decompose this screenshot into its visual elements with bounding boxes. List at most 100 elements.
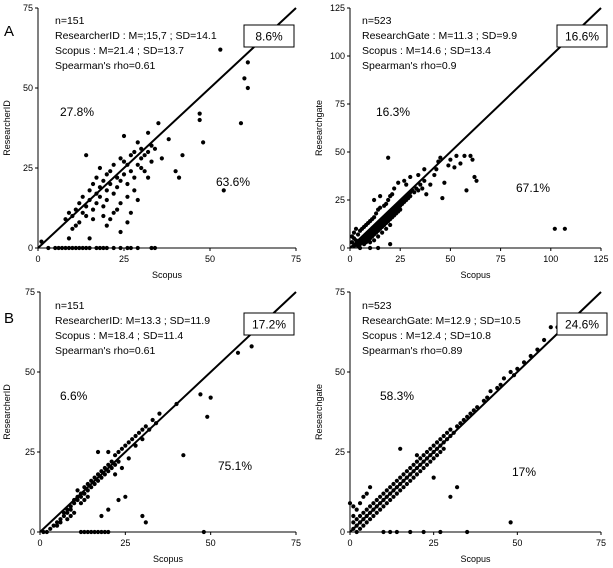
lower-region-percent: 75.1% [218,459,252,473]
x-tick-label: 75 [496,254,506,264]
data-point [401,485,406,490]
regression-line [37,7,297,249]
data-point [118,229,123,235]
y-axis-label: Researchgate [314,100,324,156]
data-point [119,465,125,471]
lower-region-percent: 63.6% [216,175,250,189]
data-point [108,169,113,174]
x-tick-label: 0 [347,254,352,264]
x-axis-label: Scopus [153,554,184,564]
data-point [115,207,120,212]
stat-line: Spearman's rho=0.61 [55,60,156,72]
data-point [106,507,111,512]
data-point [58,520,63,525]
data-point [442,180,447,185]
data-point [66,236,72,241]
data-point [126,456,131,461]
data-point [381,504,386,509]
data-point [384,201,389,206]
data-point [374,211,379,216]
data-point [418,456,423,461]
data-point [84,153,89,158]
data-point [143,520,148,525]
data-point [106,449,111,455]
data-point [378,507,383,512]
data-point [149,159,154,164]
data-point [128,210,133,215]
data-point [367,485,373,490]
data-point [242,76,247,81]
data-point [65,517,70,522]
data-point [438,437,443,442]
data-point [143,424,148,429]
data-point [408,465,413,471]
y-tick-label: 50 [25,367,35,377]
data-point [394,529,399,535]
data-point [97,194,103,199]
y-tick-label: 25 [335,195,345,205]
data-point [384,488,389,493]
data-point [412,190,417,195]
data-point [133,433,138,439]
data-point [422,167,427,172]
data-point [102,529,107,535]
boxed-percent-frame [556,312,608,336]
panel-letter-a: A [4,23,14,40]
data-point [361,510,366,515]
data-point [94,175,99,180]
data-point [416,172,421,178]
data-point [371,238,377,243]
data-point [562,226,567,231]
data-point [150,417,155,423]
data-point [474,178,479,183]
data-point [404,469,409,474]
data-point [156,121,161,126]
data-point [371,501,376,506]
data-point [54,523,60,528]
data-point [123,443,128,448]
data-point [97,245,103,251]
data-point [61,513,66,519]
data-point [118,245,123,251]
data-point [140,513,145,519]
data-point [90,181,96,187]
data-point [401,472,406,477]
data-point [424,449,430,455]
data-point [414,453,420,458]
data-point [78,501,84,506]
data-point [48,526,53,531]
x-tick-label: 25 [119,254,129,264]
data-point [391,481,396,487]
data-point [351,504,356,509]
data-point [398,207,403,212]
data-point [176,175,182,180]
data-point [454,153,459,158]
data-point [205,414,210,419]
x-tick-label: 100 [543,254,558,264]
boxed-percent-label: 16.6% [565,30,599,44]
data-point [462,153,467,158]
data-point [357,526,363,531]
data-point [376,234,381,239]
data-point [438,155,443,160]
data-point [108,217,113,222]
data-point [367,240,373,245]
data-point [440,195,445,201]
data-point [132,175,137,180]
data-point [95,449,101,455]
data-point [142,153,147,158]
data-point [424,462,430,467]
data-point [54,520,60,525]
data-point [121,133,127,139]
boxed-percent-label: 24.6% [565,318,599,332]
data-point [59,245,65,251]
data-point [84,213,89,219]
upper-region-percent: 27.8% [60,105,94,119]
data-point [135,162,140,167]
data-point [121,159,127,164]
data-point [411,475,416,480]
data-point [371,197,377,203]
x-tick-label: 0 [347,538,352,548]
data-point [145,130,151,135]
data-point [470,157,475,162]
